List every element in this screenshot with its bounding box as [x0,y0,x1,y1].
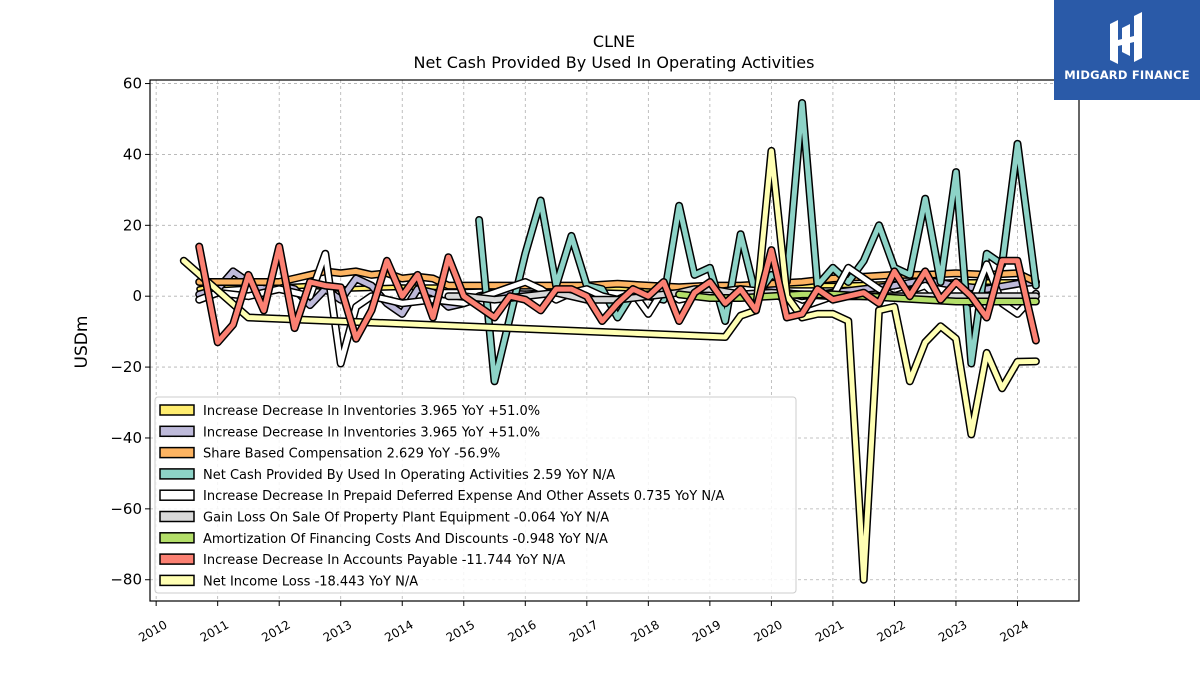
legend-entry: Net Income Loss -18.443 YoY N/A [203,574,418,589]
y-axis: 60 40 20 0 −20 −40 −60 −80 [110,75,150,589]
x-tick-label: 2020 [751,617,784,644]
legend-entry: Increase Decrease In Accounts Payable -1… [203,553,565,568]
y-axis-label: USDm [72,316,92,369]
legend-swatch [159,425,195,438]
logo-mark-icon [1110,12,1142,64]
y-tick-label: 0 [132,287,142,305]
y-tick-label: −60 [110,500,142,518]
y-tick-label: −80 [110,571,142,589]
series-line [196,244,1039,345]
legend: Increase Decrease In Inventories 3.965 Y… [154,396,797,594]
y-tick-label: 20 [123,216,142,234]
y-tick-label: −40 [110,429,142,447]
x-tick-label: 2013 [321,617,354,644]
x-tick-label: 2010 [136,617,169,644]
legend-entry: Amortization Of Financing Costs And Disc… [203,532,608,547]
series-7 [195,242,1040,347]
x-tick-label: 2011 [198,617,231,644]
legend-swatch [159,574,195,587]
legend-swatch [159,404,195,416]
legend-box [154,396,797,594]
x-tick-label: 2016 [505,617,538,644]
legend-entry: Increase Decrease In Prepaid Deferred Ex… [203,489,724,504]
plot-frame [149,79,1080,602]
x-tick-label: 2017 [567,617,600,644]
legend-swatch [159,446,195,459]
series-line [181,148,1039,583]
x-axis: 2010 2011 2012 2013 2014 2015 2016 2017 2018 2019… [136,601,1031,645]
legend-entry: Increase Decrease In Inventories 3.965 Y… [203,425,540,440]
legend-swatch [159,532,195,544]
y-tick-label: 40 [123,145,142,163]
series-8 [179,146,1040,584]
legend-swatch [159,468,195,480]
legend-entry: Net Cash Provided By Used In Operating A… [203,468,615,483]
y-tick-label: −20 [110,358,142,376]
legend-entry: Gain Loss On Sale Of Property Plant Equi… [203,511,609,526]
series-layer [179,99,1040,584]
legend-swatch [159,489,195,501]
x-tick-label: 2022 [874,617,907,644]
x-tick-label: 2015 [444,617,477,644]
x-tick-label: 2018 [628,617,661,644]
x-tick-label: 2023 [936,617,969,644]
x-tick-label: 2021 [813,617,846,644]
x-tick-label: 2024 [998,617,1031,644]
logo-text: MIDGARD FINANCE [1064,68,1190,82]
legend-swatch [159,510,195,523]
legend-entry: Share Based Compensation 2.629 YoY -56.9… [203,447,500,462]
chart-subtitle: Net Cash Provided By Used In Operating A… [414,53,815,72]
x-tick-label: 2012 [259,617,292,644]
y-tick-label: 60 [123,75,142,93]
x-tick-label: 2014 [382,617,415,644]
x-tick-label: 2019 [690,617,723,644]
chart-title: CLNE [593,32,635,51]
legend-entry: Increase Decrease In Inventories 3.965 Y… [203,404,540,419]
midgard-finance-logo: MIDGARD FINANCE [1054,0,1200,100]
legend-swatch [159,553,195,565]
